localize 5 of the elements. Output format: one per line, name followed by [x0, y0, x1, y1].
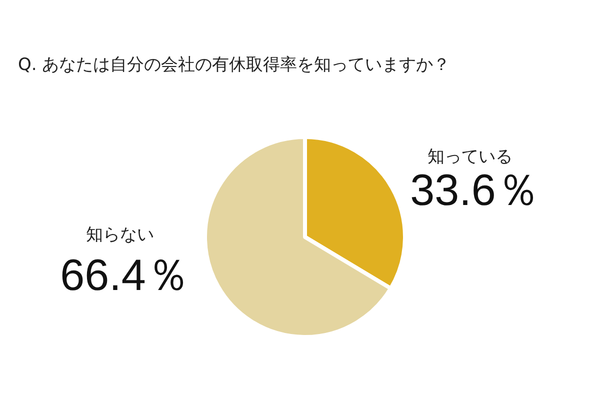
chart-title: Q. あなたは自分の会社の有休取得率を知っていますか？	[18, 55, 450, 75]
slice-label: 知っている	[428, 147, 512, 167]
data-label: 66.4％	[60, 251, 190, 300]
data-label: 33.6％	[410, 166, 540, 215]
slice-label: 知らない	[86, 225, 154, 245]
